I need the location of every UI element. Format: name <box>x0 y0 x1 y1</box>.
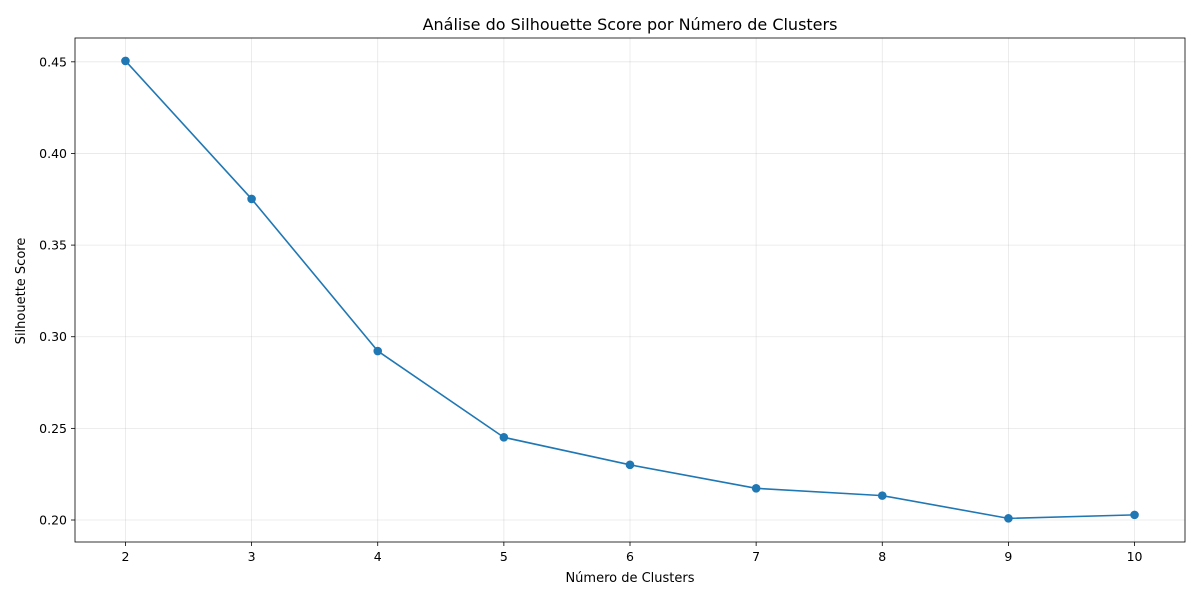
y-tick-label: 0.45 <box>39 54 67 69</box>
x-tick-label: 9 <box>1004 549 1012 564</box>
data-point-marker <box>751 484 761 493</box>
x-tick-label: 4 <box>374 549 382 564</box>
data-point-marker <box>625 460 635 470</box>
axis-ticks: 2 3 4 5 6 7 8 9 10 0.20 0.25 0.30 0.35 0.40 0.45 <box>39 54 1142 564</box>
x-tick-label: 5 <box>500 549 508 564</box>
y-tick-label: 0.30 <box>39 329 67 344</box>
x-tick-label: 3 <box>248 549 256 564</box>
chart-title: Análise do Silhouette Score por Número d… <box>423 15 838 34</box>
y-tick-label: 0.35 <box>39 238 67 253</box>
x-tick-label: 8 <box>878 549 886 564</box>
data-point-marker <box>247 194 256 204</box>
data-point-marker <box>373 346 383 356</box>
x-tick-label: 7 <box>752 549 760 564</box>
x-tick-label: 2 <box>121 549 129 564</box>
x-tick-label: 6 <box>626 549 634 564</box>
data-point-marker <box>499 433 509 442</box>
series <box>121 56 1139 523</box>
y-tick-label: 0.40 <box>39 146 67 161</box>
data-point-marker <box>1130 510 1139 520</box>
y-tick-label: 0.25 <box>39 421 67 436</box>
y-tick-label: 0.20 <box>39 513 67 528</box>
data-point-marker <box>1004 514 1013 523</box>
data-point-marker <box>877 491 887 500</box>
x-tick-label: 10 <box>1127 549 1143 564</box>
x-axis-label: Número de Clusters <box>565 571 694 586</box>
grid <box>75 38 1185 542</box>
data-point-marker <box>121 56 130 66</box>
y-axis-label: Silhouette Score <box>14 238 29 345</box>
